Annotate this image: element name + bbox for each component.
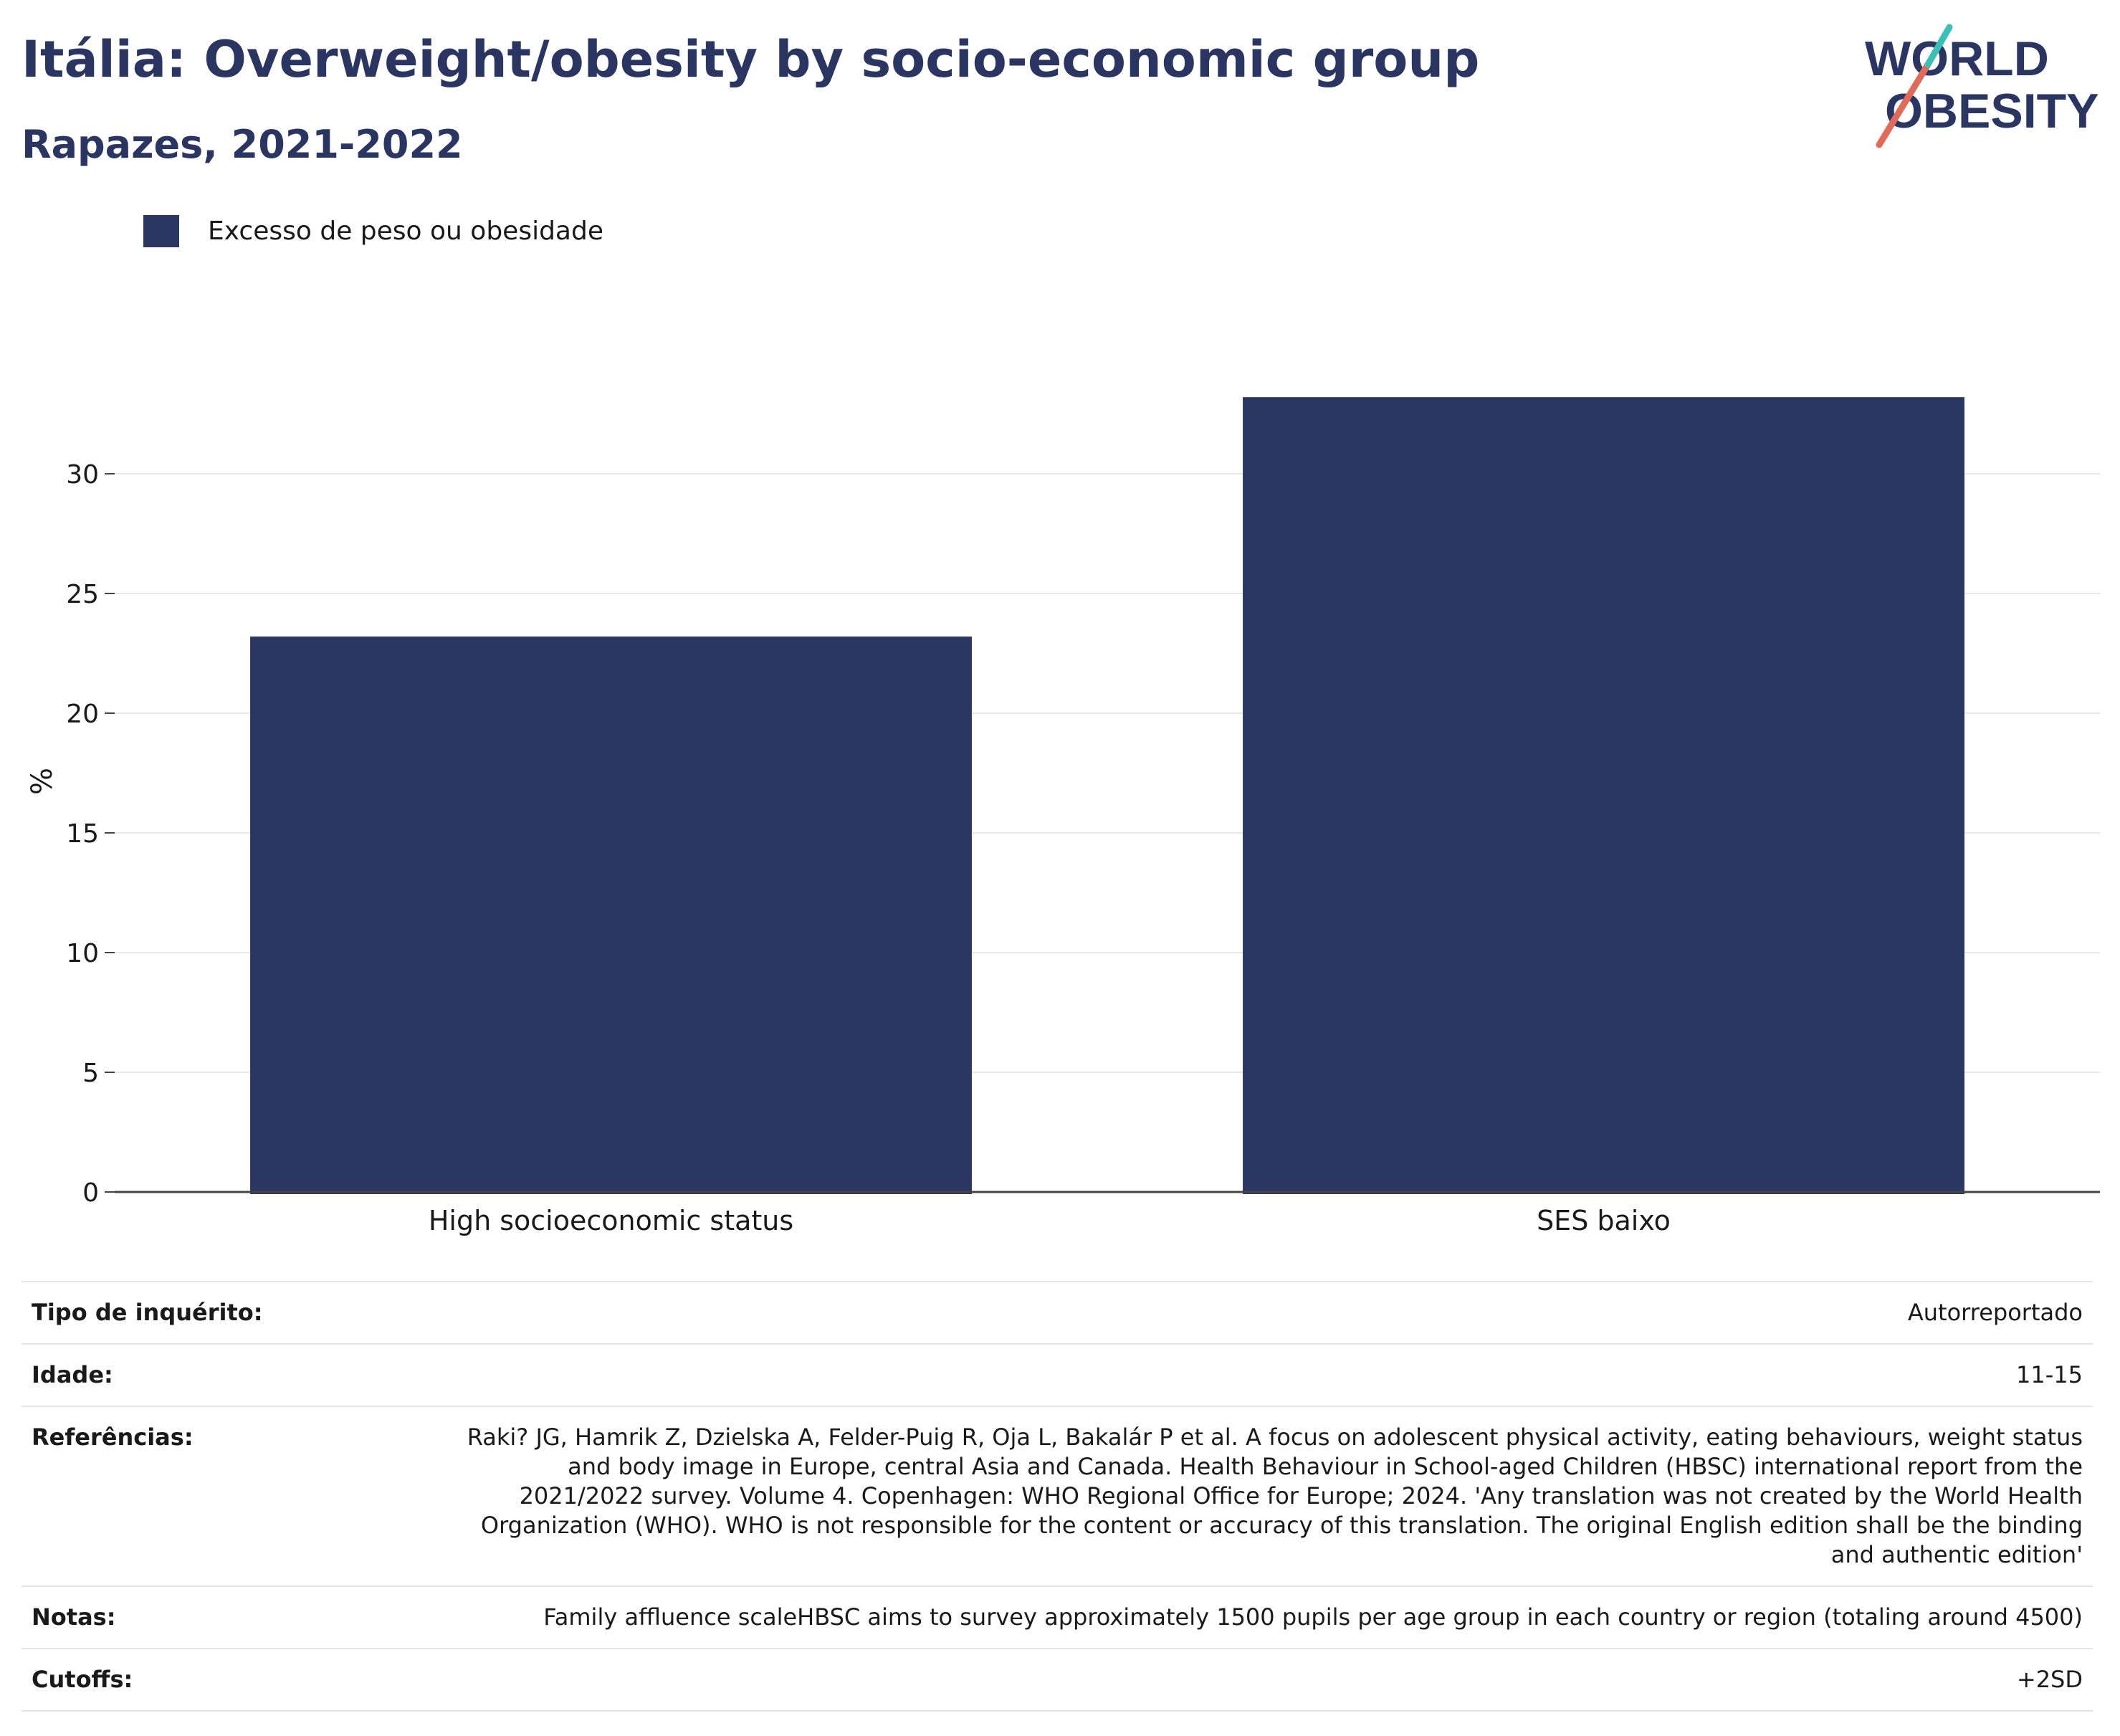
x-tick-label: SES baixo (1537, 1205, 1671, 1236)
logo-slash-red (1876, 61, 1932, 148)
info-row: Tipo de inquérito: Autorreportado (22, 1281, 2093, 1344)
y-tick-label: 20 (66, 700, 99, 729)
y-tick-label: 15 (66, 819, 99, 849)
legend-label: Excesso de peso ou obesidade (208, 216, 603, 246)
bars (250, 397, 1964, 1194)
logo-line1: WORLD (1865, 32, 2049, 86)
world-obesity-logo: WORLD OBESITY (1865, 24, 2099, 148)
info-key: Tipo de inquérito: (22, 1281, 443, 1344)
info-key: Idade: (22, 1343, 443, 1406)
info-row: Cutoffs: +2SD (22, 1648, 2093, 1712)
info-value: Raki? JG, Hamrik Z, Dzielska A, Felder-P… (443, 1406, 2093, 1586)
legend: Excesso de peso ou obesidade (143, 215, 603, 247)
info-key: Referências: (22, 1406, 443, 1586)
info-table: Tipo de inquérito: Autorreportado Idade: 11… (22, 1281, 2093, 1712)
bar (250, 636, 972, 1194)
info-row: Referências: Raki? JG, Hamrik Z, Dzielska… (22, 1406, 2093, 1586)
logo-slash-teal (1924, 24, 1953, 68)
x-tick-label: High socioeconomic status (429, 1205, 793, 1236)
info-row: Notas: Family affluence scaleHBSC aims to… (22, 1585, 2093, 1649)
y-tick-label: 25 (66, 580, 99, 609)
bar (1243, 397, 1964, 1194)
y-tick-label: 30 (66, 460, 99, 490)
info-value: 11-15 (443, 1343, 2093, 1406)
info-value: +2SD (443, 1648, 2093, 1712)
y-tick-label: 0 (82, 1178, 99, 1208)
info-row: Idade: 11-15 (22, 1343, 2093, 1406)
page-subtitle: Rapazes, 2021-2022 (22, 122, 463, 167)
x-axis-ticks: High socioeconomic status SES baixo (115, 1191, 2100, 1236)
y-axis-ticks: 0 5 10 15 20 25 30 (66, 460, 115, 1208)
info-value: Family affluence scaleHBSC aims to surve… (443, 1585, 2093, 1649)
y-axis-label: % (26, 768, 59, 795)
legend-swatch (143, 215, 179, 247)
info-key: Notas: (22, 1585, 443, 1649)
logo-line2: OBESITY (1885, 84, 2099, 138)
page-title: Itália: Overweight/obesity by socio-econ… (22, 30, 1480, 89)
y-tick-label: 10 (66, 939, 99, 968)
info-key: Cutoffs: (22, 1648, 443, 1712)
y-tick-label: 5 (82, 1059, 99, 1088)
bar-chart: 0 5 10 15 20 25 30 High socioeconomic status SE… (26, 397, 2100, 1236)
info-value: Autorreportado (443, 1281, 2093, 1344)
